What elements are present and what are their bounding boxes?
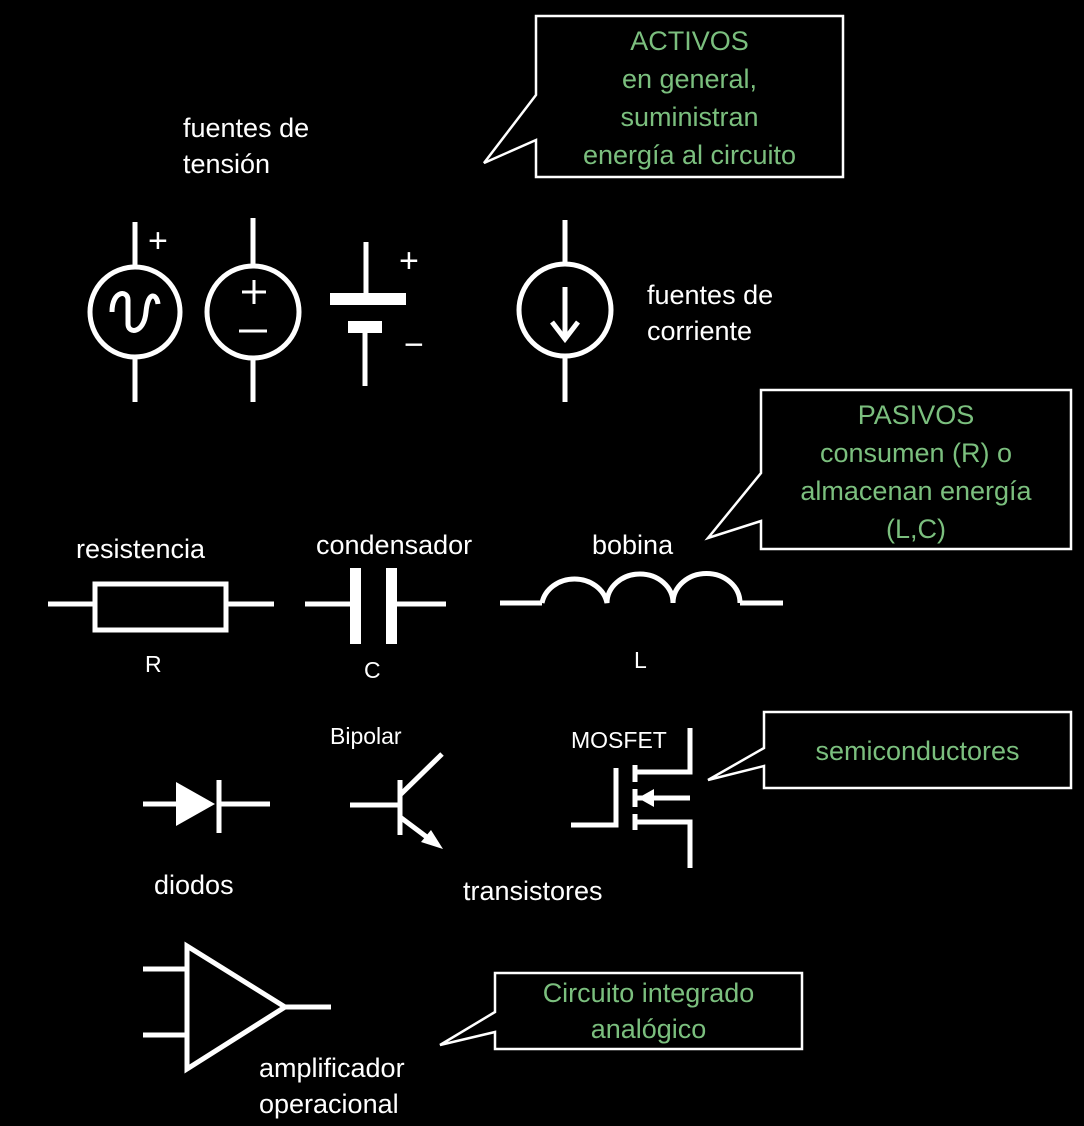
callout-semiconductores-text: semiconductores [815,736,1020,766]
inductor-icon [500,571,783,606]
current-sources-label: fuentes de corriente [647,280,774,346]
voltage-sources-label: fuentes de tensión [183,113,310,179]
bipolar-label: Bipolar [330,723,402,749]
resistor-icon [48,581,274,633]
dc-voltage-source-icon [204,218,302,402]
resistor-label: resistencia [76,534,206,564]
callout-activos-text: ACTIVOS en general, suministran energía … [582,26,797,170]
bipolar-transistor-icon [350,752,444,849]
callout-circuito-integrado [439,971,804,1051]
capacitor-symbol-label: C [364,657,381,683]
transistors-label: transistores [463,876,603,906]
ac-voltage-source-icon [87,222,183,402]
inductor-label: bobina [592,530,674,560]
ac-source-plus-sign: + [148,222,168,260]
mosfet-label: MOSFET [571,727,667,753]
op-amp-icon [143,941,331,1074]
diode-icon [143,780,270,833]
diodes-label: diodos [154,870,234,900]
current-source-icon [516,220,614,402]
resistor-symbol-label: R [145,651,162,677]
capacitor-icon [305,568,446,644]
battery-minus-sign: − [404,326,424,364]
op-amp-label: amplificador operacional [259,1053,405,1119]
battery-icon [330,242,406,386]
inductor-symbol-label: L [634,647,647,673]
callout-activos [483,14,845,179]
callout-pasivos [704,388,1073,551]
callout-circuito-integrado-text: Circuito integrado analógico [542,978,755,1044]
battery-plus-sign: + [399,242,419,280]
capacitor-label: condensador [316,530,473,560]
callout-pasivos-text: PASIVOS consumen (R) o almacenan energía… [800,400,1032,544]
callout-semiconductores [707,710,1073,790]
mosfet-icon [571,728,693,868]
